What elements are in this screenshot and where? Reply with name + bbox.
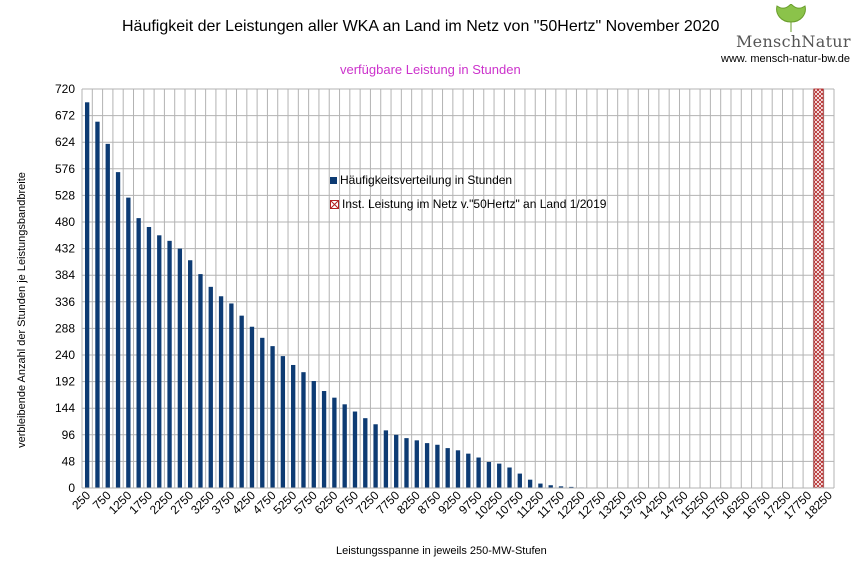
bar (466, 453, 471, 488)
bar (239, 315, 244, 488)
bar (394, 434, 399, 488)
bar (177, 248, 183, 488)
bar (136, 218, 141, 488)
bar (280, 356, 286, 488)
y-tick-label: 384 (55, 268, 75, 282)
legend-label-installed: Inst. Leistung im Netz v."50Hertz" an La… (342, 197, 607, 211)
bar (311, 381, 316, 488)
logo-url: www. mensch-natur-bw.de (721, 53, 850, 65)
bar (476, 457, 481, 488)
y-tick-label: 432 (55, 242, 75, 256)
bar (291, 364, 296, 488)
bar (517, 473, 522, 488)
bar (146, 226, 152, 489)
bar (527, 479, 533, 488)
legend-label-frequency: Häufigkeitsverteilung in Stunden (340, 173, 513, 187)
logo-text: MenschNatur (736, 32, 851, 51)
bar (95, 121, 100, 488)
bar (342, 404, 347, 488)
bar (435, 444, 440, 488)
bar (249, 326, 255, 488)
bar (188, 260, 193, 488)
ginkgo-leaf-icon (776, 4, 806, 32)
bar (208, 286, 213, 488)
x-axis-label: Leistungsspanne in jeweils 250-MW-Stufen (336, 545, 547, 557)
bar (321, 391, 327, 488)
bar (548, 485, 553, 488)
bar (218, 296, 224, 488)
bar (455, 450, 461, 488)
bar (115, 172, 121, 488)
bar (301, 372, 306, 488)
bar (414, 440, 419, 488)
bar (157, 235, 162, 488)
bar (167, 240, 172, 488)
bar (497, 463, 502, 488)
bar (486, 461, 492, 488)
chart-title: Häufigkeit der Leistungen aller WKA an L… (122, 18, 720, 35)
y-tick-label: 48 (62, 454, 76, 468)
y-axis-label: verbleibende Anzahl der Stunden je Leist… (16, 172, 28, 448)
legend-item-installed: Inst. Leistung im Netz v."50Hertz" an La… (330, 192, 606, 216)
chart-subtitle: verfügbare Leistung in Stunden (340, 62, 521, 77)
bar (507, 467, 512, 488)
bar (538, 483, 543, 488)
y-tick-label: 624 (55, 135, 75, 149)
bar (229, 303, 234, 488)
bar (569, 486, 574, 488)
y-tick-label: 720 (55, 82, 75, 96)
bar (558, 486, 564, 488)
y-tick-label: 480 (55, 215, 75, 229)
bar (198, 274, 203, 488)
legend-swatch-hatch (330, 199, 339, 209)
y-tick-label: 192 (55, 375, 75, 389)
y-tick-label: 288 (55, 321, 75, 335)
bar (126, 197, 131, 488)
y-tick-label: 672 (55, 109, 75, 123)
installed-capacity-bar (813, 88, 824, 489)
bar (383, 430, 389, 488)
y-tick-label: 576 (55, 162, 75, 176)
bar (260, 337, 265, 488)
bar (352, 411, 358, 488)
y-tick-label: 240 (55, 348, 75, 362)
bar (270, 346, 275, 488)
logo: MenschNatur www. mensch-natur-bw.de (721, 4, 863, 66)
y-tick-label: 528 (55, 188, 75, 202)
bar (363, 418, 368, 488)
bar (84, 102, 90, 489)
y-tick-label: 336 (55, 295, 75, 309)
bar (404, 438, 409, 488)
bar (424, 443, 430, 488)
legend: Häufigkeitsverteilung in Stunden Inst. L… (330, 168, 606, 216)
legend-swatch-blue (330, 176, 337, 184)
bar (373, 424, 378, 488)
y-tick-label: 0 (68, 481, 75, 495)
bar (105, 143, 110, 489)
bar (445, 448, 450, 488)
legend-item-frequency: Häufigkeitsverteilung in Stunden (330, 168, 606, 192)
y-tick-label: 144 (55, 401, 75, 415)
bar (332, 397, 337, 488)
y-tick-label: 96 (62, 428, 76, 442)
